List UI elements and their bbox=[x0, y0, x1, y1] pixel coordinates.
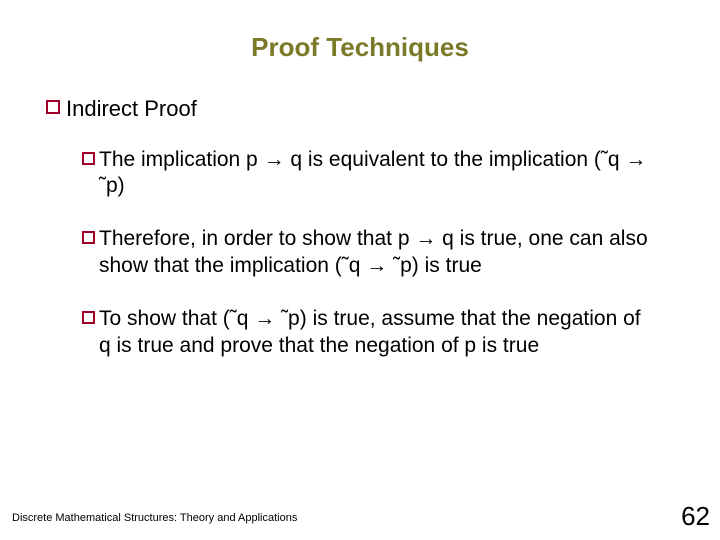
bullet-l1-text: Indirect Proof bbox=[66, 95, 197, 123]
bullet-l2-text: Therefore, in order to show that p → q i… bbox=[99, 226, 656, 280]
bullet-level2-item: Therefore, in order to show that p → q i… bbox=[82, 226, 656, 280]
bullet-level2-item: To show that (˜q → ˜p) is true, assume t… bbox=[82, 306, 656, 360]
bullet-level1: Indirect Proof bbox=[46, 95, 686, 123]
slide-title: Proof Techniques bbox=[34, 32, 686, 63]
slide: Proof Techniques Indirect Proof The impl… bbox=[0, 0, 720, 540]
page-number: 62 bbox=[681, 501, 710, 532]
footer-source-text: Discrete Mathematical Structures: Theory… bbox=[12, 512, 297, 524]
bullet-marker-icon bbox=[46, 100, 60, 114]
bullet-level2-item: The implication p → q is equivalent to t… bbox=[82, 147, 656, 201]
bullet-l2-text: To show that (˜q → ˜p) is true, assume t… bbox=[99, 306, 656, 360]
bullet-marker-icon bbox=[82, 152, 95, 165]
bullet-marker-icon bbox=[82, 311, 95, 324]
bullet-marker-icon bbox=[82, 231, 95, 244]
bullet-l2-text: The implication p → q is equivalent to t… bbox=[99, 147, 656, 201]
